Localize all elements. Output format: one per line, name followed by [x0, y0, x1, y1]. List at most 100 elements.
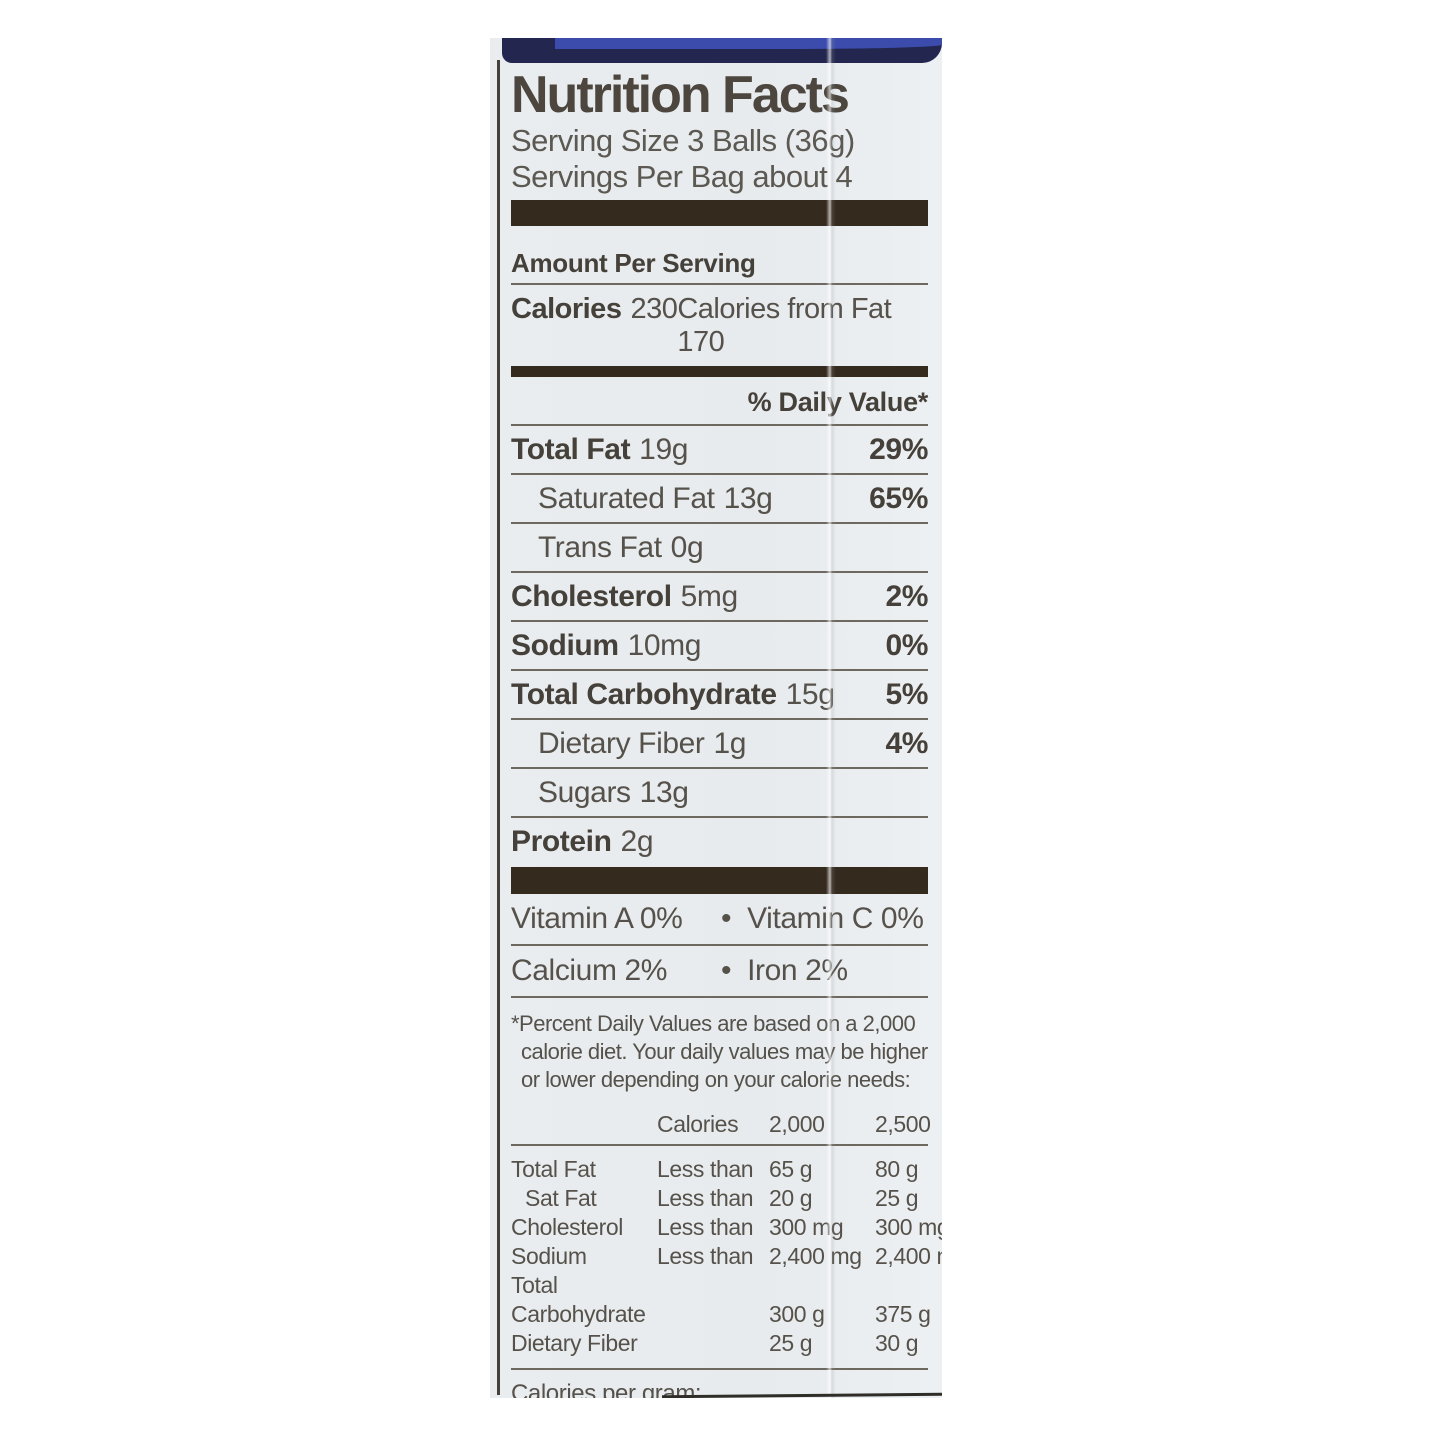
dv-row-2500: 375 g	[875, 1301, 931, 1327]
dv-table-row-cholesterol: Cholesterol Less than 300 mg 300 mg	[511, 1213, 942, 1242]
calcium-value: Calcium 2%	[511, 954, 668, 987]
dv-row-qualifier: Less than	[657, 1156, 754, 1182]
nutrient-row-sugars: Sugars 13g	[511, 769, 928, 816]
section-divider-bar	[511, 200, 928, 226]
calories-from-fat: Calories from Fat 170	[677, 293, 892, 358]
nutrient-name: Protein	[511, 825, 612, 858]
nutrient-name: Sodium	[511, 629, 619, 662]
dv-table-header-calories: Calories	[657, 1111, 739, 1137]
label-title: Nutrition Facts	[511, 66, 850, 124]
label-content: Nutrition Facts Serving Size 3 Balls (36…	[490, 67, 942, 1398]
nutrient-name: Sugars	[538, 776, 631, 809]
calories-divider-bar	[511, 366, 928, 377]
dv-row-qualifier: Less than	[657, 1243, 754, 1269]
calories-per-gram-title: Calories per gram:	[511, 1380, 702, 1398]
dv-table-header-2000: 2,000	[769, 1111, 825, 1137]
dv-table-header-spacer	[511, 1110, 657, 1139]
daily-value-footnote: *Percent Daily Values are based on a 2,0…	[511, 1011, 928, 1092]
hairline-rule	[511, 283, 928, 285]
label-left-fold-line	[497, 60, 500, 1395]
dv-table-row-sodium: Sodium Less than 2,400 mg 2,400 mg	[511, 1242, 942, 1271]
nutrient-row-dietary-fiber: Dietary Fiber 1g 4%	[511, 720, 928, 767]
hairline-rule	[511, 1368, 928, 1370]
dv-row-2000: 65 g	[769, 1156, 813, 1182]
dv-table-row-dietary-fiber: Dietary Fiber 25 g 30 g	[511, 1329, 928, 1358]
dv-row-qualifier: Less than	[657, 1185, 754, 1211]
vitamins-row-a-c: Vitamin A 0% • Vitamin C 0%	[511, 894, 928, 944]
dv-table-row-total-fat: Total Fat Less than 65 g 80 g	[511, 1155, 928, 1184]
hairline-rule	[511, 944, 928, 946]
dv-row-qualifier	[657, 1300, 769, 1329]
hairline-rule	[511, 1144, 928, 1146]
bullet-separator: •	[721, 954, 732, 987]
nutrient-row-protein: Protein 2g	[511, 818, 928, 865]
dv-row-2500: 25 g	[875, 1185, 919, 1211]
dv-row-2000: 300 g	[769, 1301, 825, 1327]
nutrient-name: Trans Fat	[538, 531, 662, 564]
dv-row-name: Total	[511, 1272, 558, 1298]
nutrient-row-trans-fat: Trans Fat 0g	[511, 524, 928, 571]
nutrition-facts-label: Nutrition Facts Serving Size 3 Balls (36…	[490, 38, 942, 1398]
dv-row-2500: 2,400 mg	[875, 1243, 942, 1269]
dv-row-name: Cholesterol	[511, 1214, 623, 1240]
hairline-rule	[511, 718, 928, 720]
section-divider-bar	[511, 867, 928, 894]
nutrient-name: Dietary Fiber	[538, 727, 705, 760]
nutrient-name: Total Fat	[511, 433, 631, 466]
bullet-separator: •	[721, 902, 732, 935]
daily-value-header: % Daily Value*	[747, 387, 929, 417]
iron-value: Iron 2%	[747, 954, 848, 987]
hairline-rule	[511, 620, 928, 622]
nutrient-amount: 2g	[620, 825, 654, 858]
dv-row-name: Total Fat	[511, 1156, 596, 1182]
dv-row-2000: 25 g	[769, 1330, 813, 1356]
hairline-rule	[511, 522, 928, 524]
nutrient-daily-value: 4%	[885, 727, 928, 760]
dv-row-2500: 80 g	[875, 1156, 919, 1182]
nutrient-daily-value: 2%	[885, 580, 928, 613]
amount-per-serving-heading: Amount Per Serving	[511, 248, 756, 278]
dv-table-header-2500: 2,500	[875, 1111, 931, 1137]
nutrient-row-cholesterol: Cholesterol 5mg 2%	[511, 573, 928, 620]
nutrient-row-sodium: Sodium 10mg 0%	[511, 622, 928, 669]
vitamin-a-value: Vitamin A 0%	[511, 902, 683, 935]
daily-value-table: Calories 2,000 2,500 Total Fat Less than…	[511, 1110, 942, 1358]
servings-per-bag-line: Servings Per Bag about 4	[511, 159, 853, 194]
nutrient-amount: 19g	[639, 433, 689, 466]
dv-row-2000: 20 g	[769, 1185, 813, 1211]
nutrient-daily-value: 29%	[869, 433, 928, 466]
dv-row-qualifier: Less than	[657, 1214, 754, 1240]
dv-table-row-sat-fat: Sat Fat Less than 20 g 25 g	[511, 1184, 928, 1213]
nutrient-row-total-fat: Total Fat 19g 29%	[511, 426, 928, 473]
nutrient-daily-value: 5%	[885, 678, 928, 711]
nutrient-amount: 5mg	[680, 580, 739, 613]
nutrient-row-total-carbohydrate: Total Carbohydrate 15g 5%	[511, 671, 928, 718]
package-blue-stripe	[554, 38, 942, 49]
dv-row-qualifier	[657, 1329, 769, 1358]
nutrient-daily-value: 65%	[869, 482, 928, 515]
hairline-rule	[511, 767, 928, 769]
dv-table-header: Calories 2,000 2,500	[511, 1110, 931, 1139]
nutrient-amount: 10mg	[627, 629, 702, 662]
dv-row-qualifier	[657, 1271, 769, 1300]
dv-row-name: Sodium	[511, 1243, 587, 1269]
nutrient-amount: 15g	[785, 678, 835, 711]
vitamin-c-value: Vitamin C 0%	[747, 902, 924, 935]
nutrient-amount: 0g	[670, 531, 704, 564]
hairline-rule	[511, 424, 928, 426]
dv-row-2500: 30 g	[875, 1330, 919, 1356]
dv-table-row-total: Total	[511, 1271, 928, 1300]
nutrient-row-saturated-fat: Saturated Fat 13g 65%	[511, 475, 928, 522]
hairline-rule	[511, 473, 928, 475]
dv-row-2500: 300 mg	[875, 1214, 942, 1240]
calories-value: 230	[630, 293, 678, 325]
hairline-rule	[511, 571, 928, 573]
vitamins-row-calcium-iron: Calcium 2% • Iron 2%	[511, 946, 928, 996]
dv-row-name: Sat Fat	[525, 1185, 597, 1211]
calories-row: Calories 230 Calories from Fat 170	[511, 285, 928, 366]
nutrient-amount: 1g	[713, 727, 747, 760]
hairline-rule	[511, 669, 928, 671]
package-top-edge	[502, 38, 942, 63]
dv-table-row-carbohydrate: Carbohydrate 300 g 375 g	[511, 1300, 931, 1329]
dv-row-2500	[875, 1271, 928, 1300]
